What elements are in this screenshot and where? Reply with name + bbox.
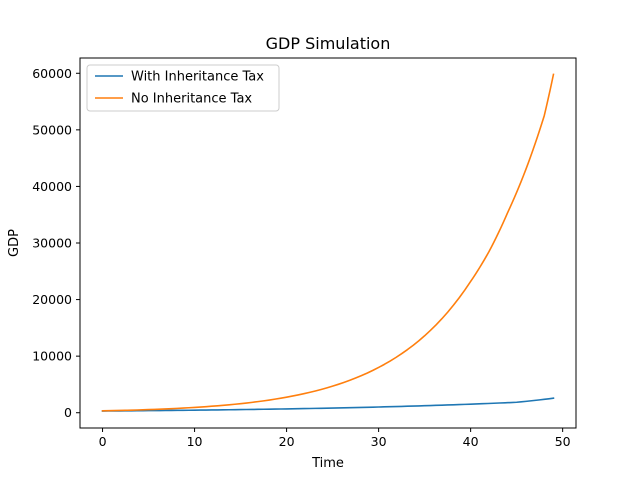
x-tick-label: 30 — [371, 434, 387, 449]
x-axis-label: Time — [311, 456, 344, 471]
y-axis-label: GDP — [7, 229, 22, 257]
y-axis: 0 10000 20000 30000 40000 50000 60000 — [32, 66, 80, 420]
legend-label-0: With Inheritance Tax — [131, 70, 264, 85]
x-tick-label: 40 — [463, 434, 479, 449]
y-tick-label: 40000 — [32, 179, 72, 194]
legend-label-1: No Inheritance Tax — [131, 92, 252, 107]
x-axis: 0 10 20 30 40 50 — [99, 428, 571, 449]
series-line-0 — [101, 397, 555, 412]
chart-title: GDP Simulation — [266, 34, 391, 53]
plot-lines — [101, 73, 555, 412]
y-tick-label: 20000 — [32, 292, 72, 307]
legend: With Inheritance Tax No Inheritance Tax — [86, 64, 280, 112]
x-tick-label: 10 — [187, 434, 203, 449]
y-tick-label: 0 — [64, 405, 72, 420]
y-tick-label: 60000 — [32, 66, 72, 81]
y-tick-label: 10000 — [32, 349, 72, 364]
x-tick-label: 50 — [555, 434, 571, 449]
series-line-1 — [101, 73, 555, 412]
x-tick-label: 20 — [279, 434, 295, 449]
x-tick-label: 0 — [99, 434, 107, 449]
legend-box — [86, 64, 280, 112]
y-tick-label: 50000 — [32, 122, 72, 137]
y-tick-label: 30000 — [32, 236, 72, 251]
